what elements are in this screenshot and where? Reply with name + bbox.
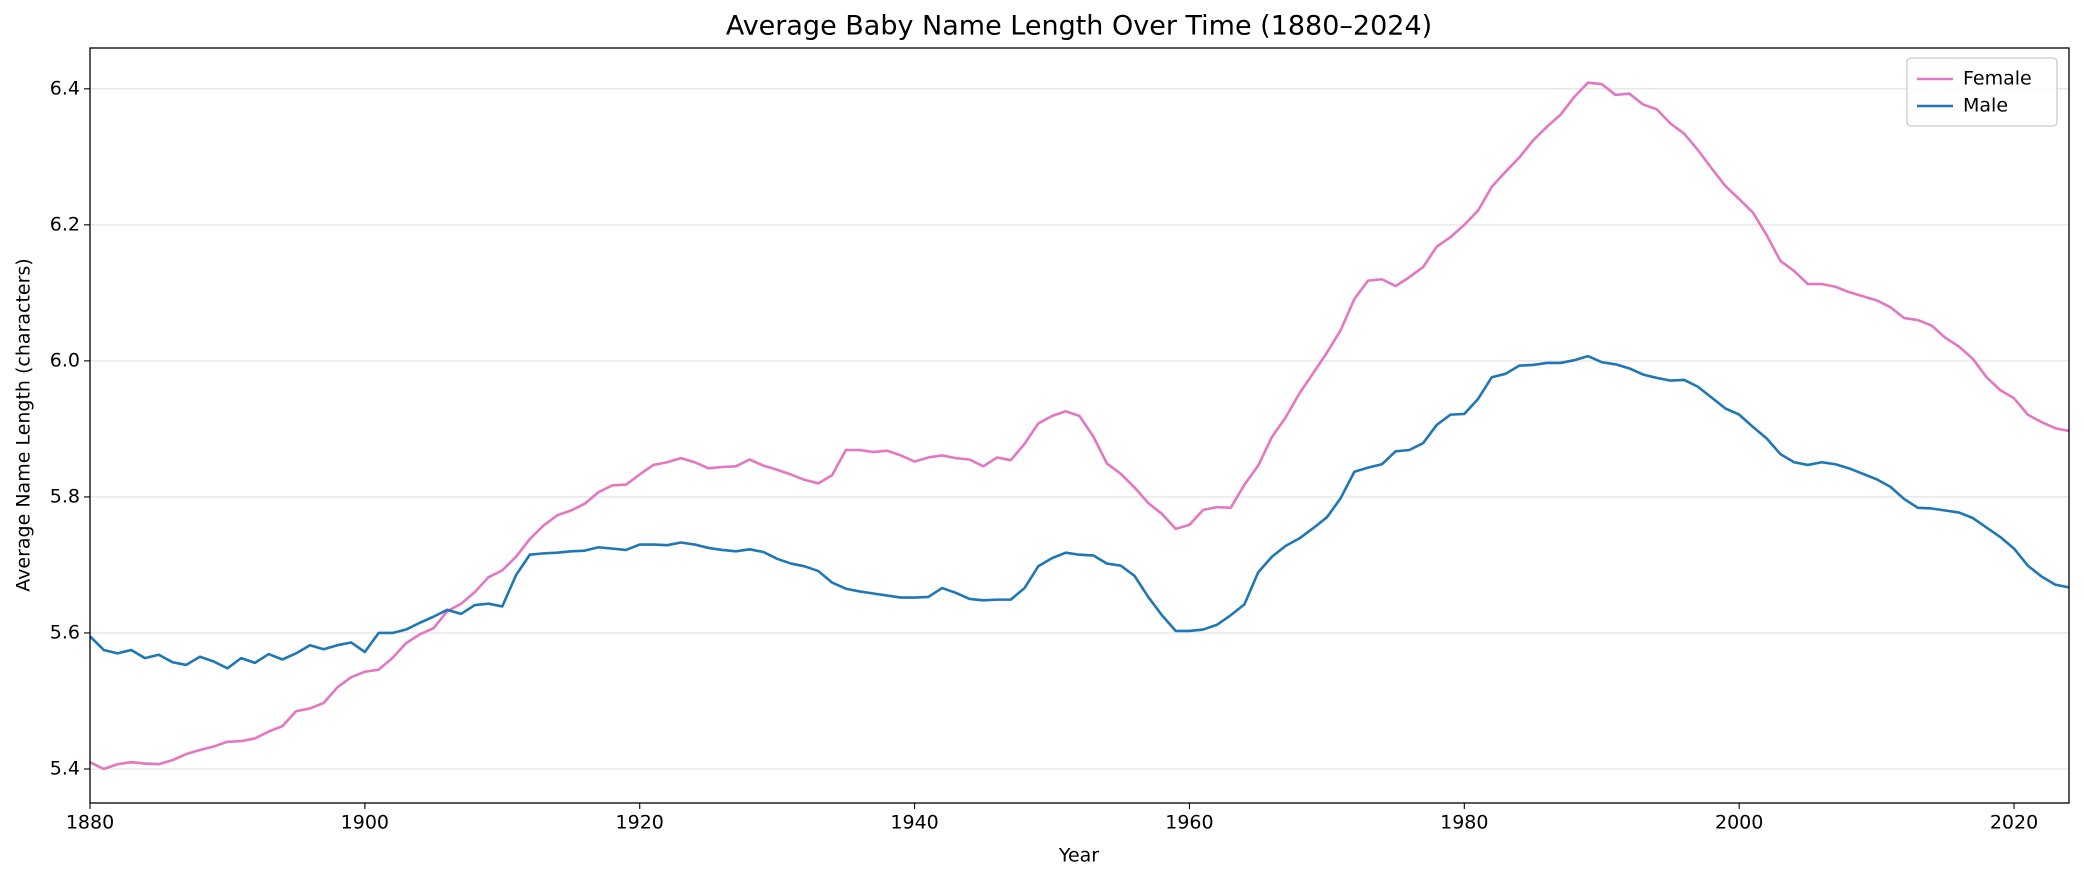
line — [89, 81, 2070, 771]
y-tick-label: 6.0 — [50, 349, 80, 371]
plot-frame — [89, 47, 2070, 804]
line — [89, 354, 2070, 670]
y-tick-label: 6.2 — [50, 213, 80, 235]
y-tick-label: 5.6 — [50, 621, 80, 643]
x-tick-label: 2020 — [1990, 812, 2038, 834]
x-tick-label: 1940 — [890, 812, 938, 834]
x-axis-label: Year — [1058, 845, 1099, 867]
legend-label: Female — [1963, 68, 2032, 90]
x-tick-label: 1980 — [1440, 812, 1488, 834]
y-tick-label: 6.4 — [50, 77, 80, 99]
legend-label: Male — [1963, 95, 2008, 117]
x-tick-label: 1960 — [1165, 812, 1213, 834]
y-tick-label: 5.4 — [50, 757, 80, 779]
y-tick-label: 5.8 — [50, 485, 80, 507]
legend-box — [1906, 57, 2058, 127]
y-axis-label: Average Name Length (characters) — [13, 258, 35, 591]
chart-title: Average Baby Name Length Over Time (1880… — [726, 11, 1432, 42]
x-tick-label: 1880 — [66, 812, 114, 834]
x-tick-label: 2000 — [1715, 812, 1763, 834]
x-tick-label: 1900 — [341, 812, 389, 834]
x-tick-label: 1920 — [616, 812, 664, 834]
